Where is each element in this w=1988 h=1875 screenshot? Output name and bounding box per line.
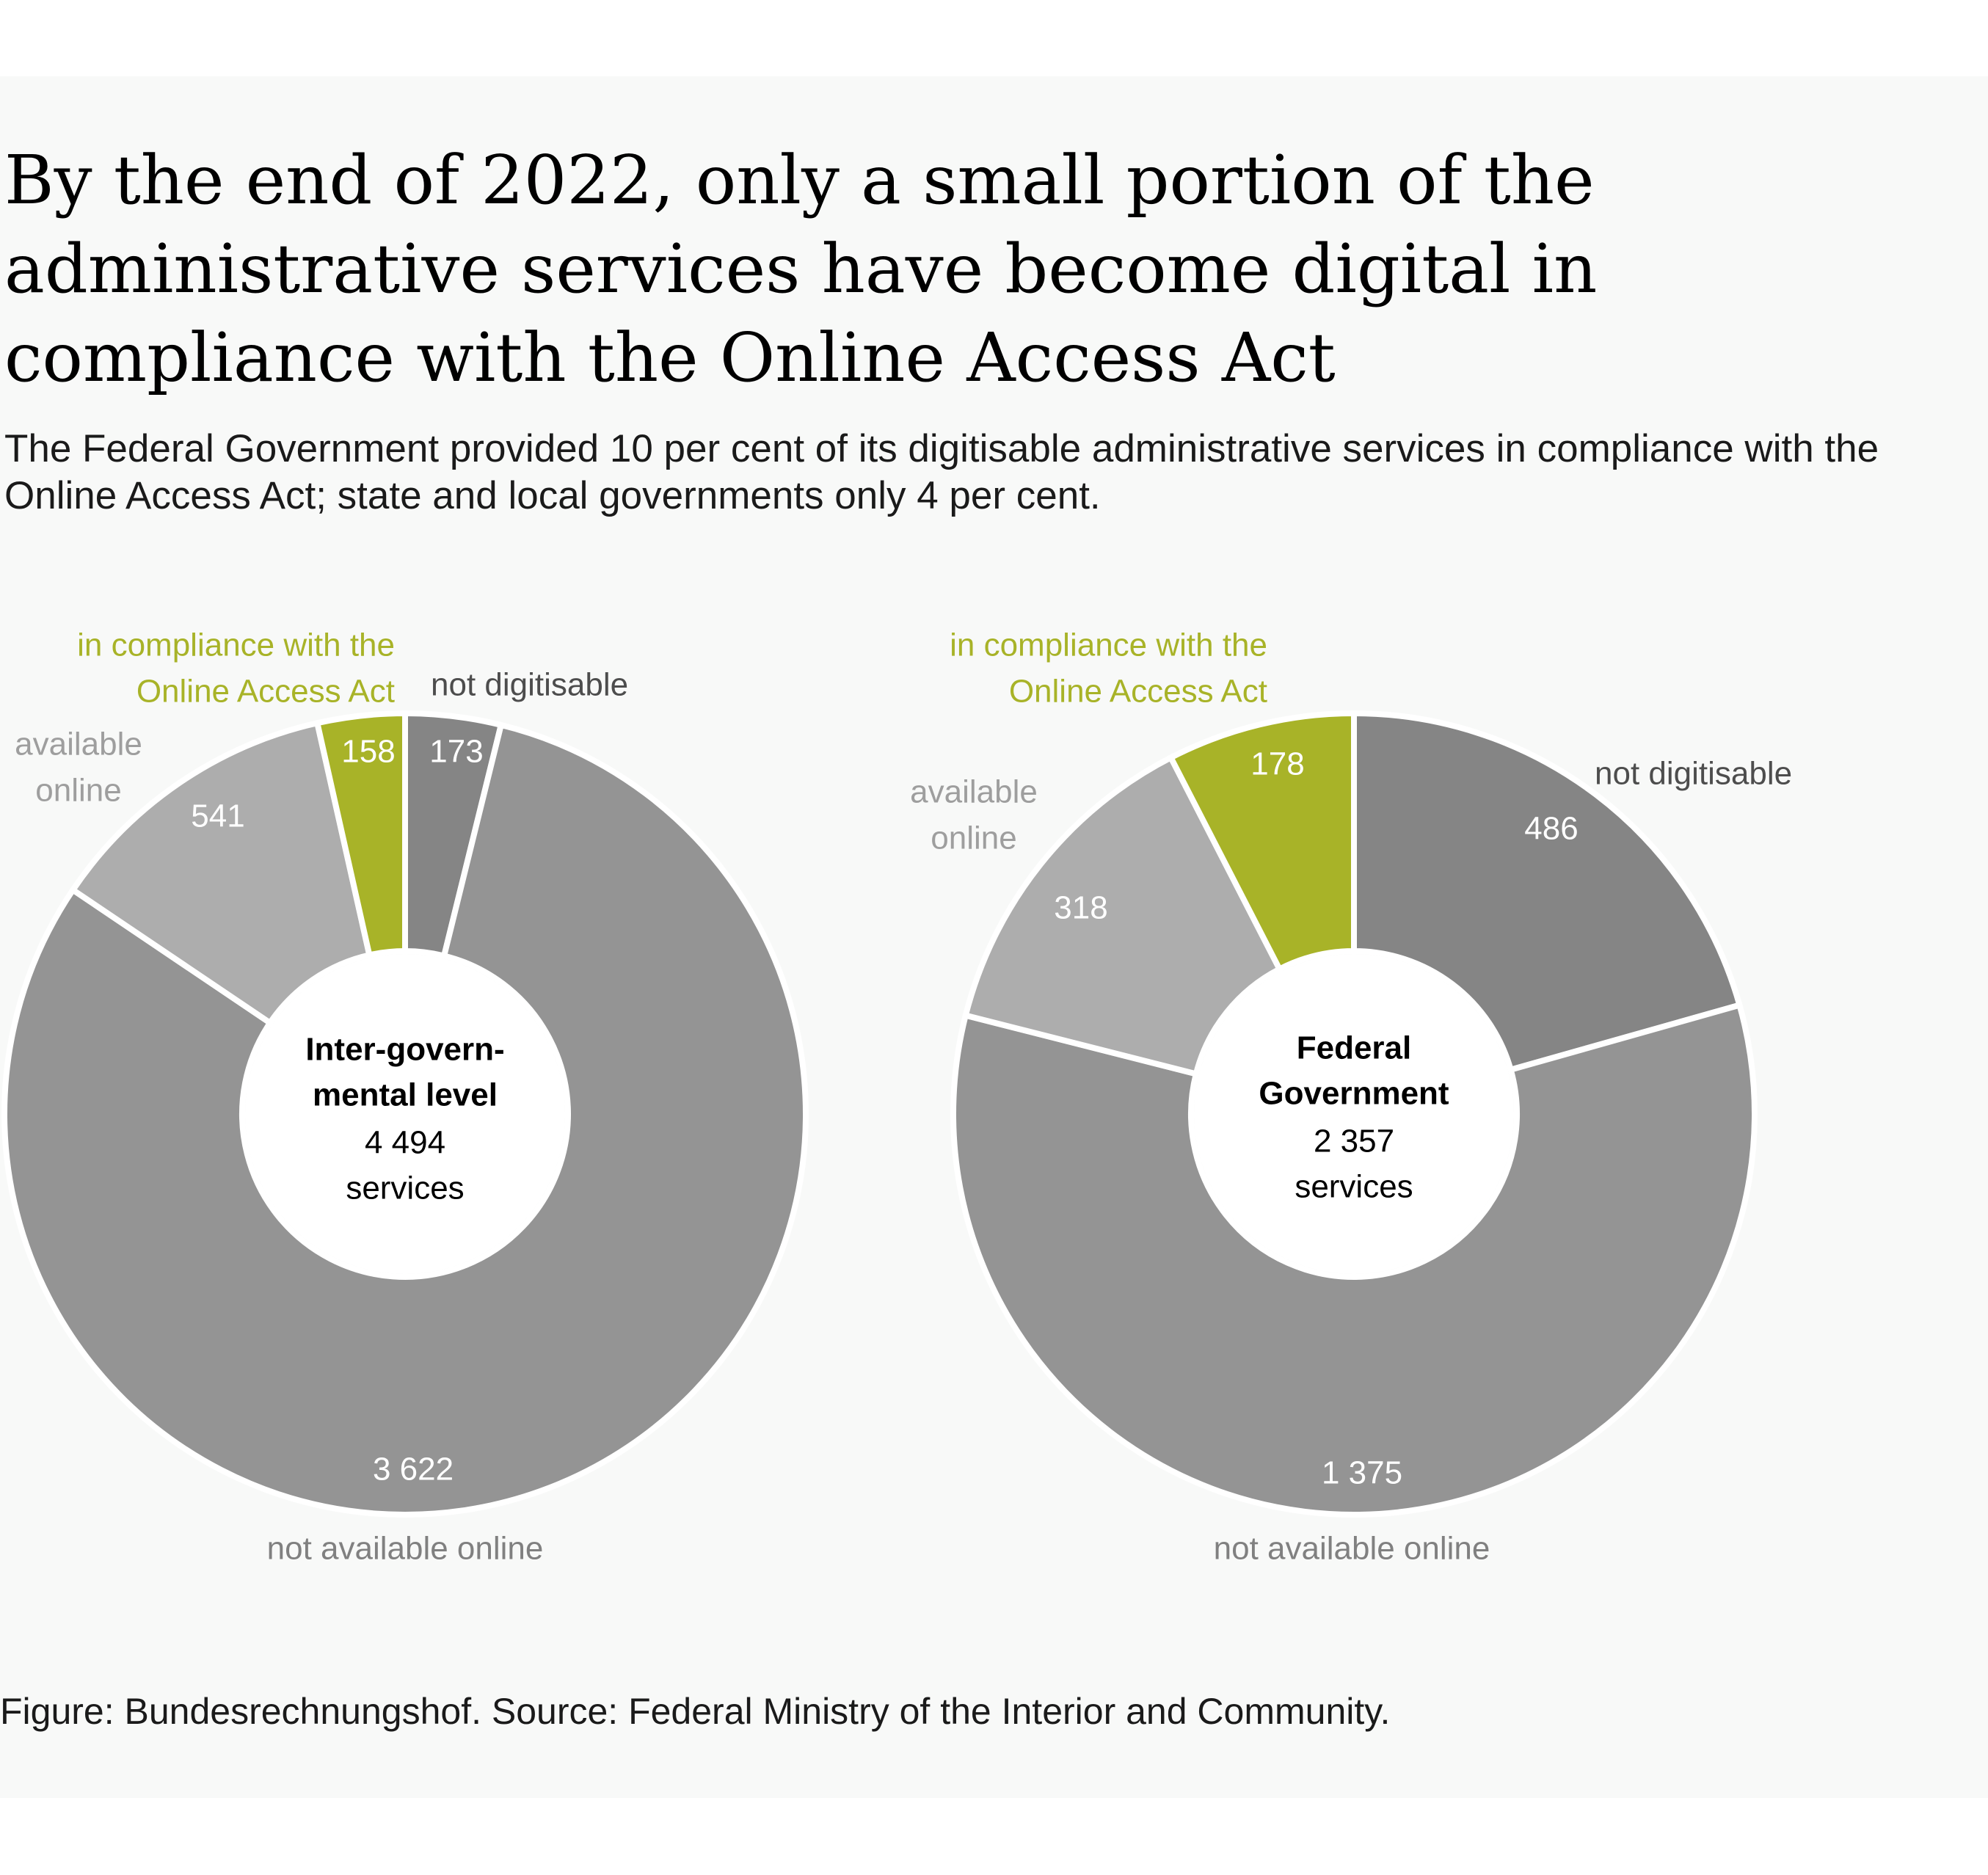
value-label-in-compliance: 158 <box>341 734 395 770</box>
category-label-available: online <box>931 820 1016 856</box>
slice-in-compliance <box>1167 710 1357 973</box>
slice-in-compliance <box>313 710 408 959</box>
value-label-available-online: 318 <box>1054 890 1107 926</box>
category-label-available: available <box>910 774 1038 810</box>
category-label-available: online <box>35 773 121 809</box>
slice-not-digitisable <box>1351 710 1744 1074</box>
value-label-not-digitisable: 173 <box>429 734 483 770</box>
center-label-line: Government <box>1259 1076 1449 1112</box>
center-total: 2 357 <box>1314 1124 1394 1159</box>
center-label-line: Inter-govern- <box>305 1032 504 1068</box>
donut-hole <box>245 954 565 1274</box>
center-total: 4 494 <box>365 1125 445 1161</box>
category-label-not-available: not available online <box>1214 1531 1490 1567</box>
center-label-line: mental level <box>313 1077 498 1113</box>
donut-chart-1 <box>1 710 809 1518</box>
category-label-not-available: not available online <box>267 1531 544 1567</box>
category-label-compliance: in compliance with the <box>950 627 1267 663</box>
value-label-not-available-online: 3 622 <box>373 1452 454 1488</box>
donut-chart-2 <box>950 710 1758 1518</box>
value-label-not-available-online: 1 375 <box>1322 1455 1402 1491</box>
category-label-compliance: Online Access Act <box>1009 674 1267 710</box>
chart-title: By the end of 2022, only a small portion… <box>4 141 1598 397</box>
category-label-available: available <box>15 727 142 762</box>
center-label-line: Federal <box>1297 1030 1412 1066</box>
category-label-compliance: Online Access Act <box>136 674 395 710</box>
center-unit: services <box>1295 1169 1413 1205</box>
category-label-not-digitisable: not digitisable <box>1595 756 1792 792</box>
donut-hole <box>1194 954 1514 1274</box>
category-label-not-digitisable: not digitisable <box>431 667 628 703</box>
center-unit: services <box>346 1170 464 1206</box>
slice-not-available-online <box>950 1001 1758 1518</box>
slice-available-online <box>68 719 374 1027</box>
slice-available-online <box>961 753 1284 1078</box>
value-label-available-online: 541 <box>191 798 244 834</box>
category-label-compliance: in compliance with the <box>77 627 395 663</box>
source-footer: Figure: Bundesrechnungshof. Source: Fede… <box>0 1691 1391 1732</box>
slice-not-available-online <box>1 721 809 1518</box>
chart-subtitle: The Federal Government provided 10 per c… <box>4 427 1879 517</box>
value-label-in-compliance: 178 <box>1250 746 1304 782</box>
value-label-not-digitisable: 486 <box>1524 811 1578 847</box>
